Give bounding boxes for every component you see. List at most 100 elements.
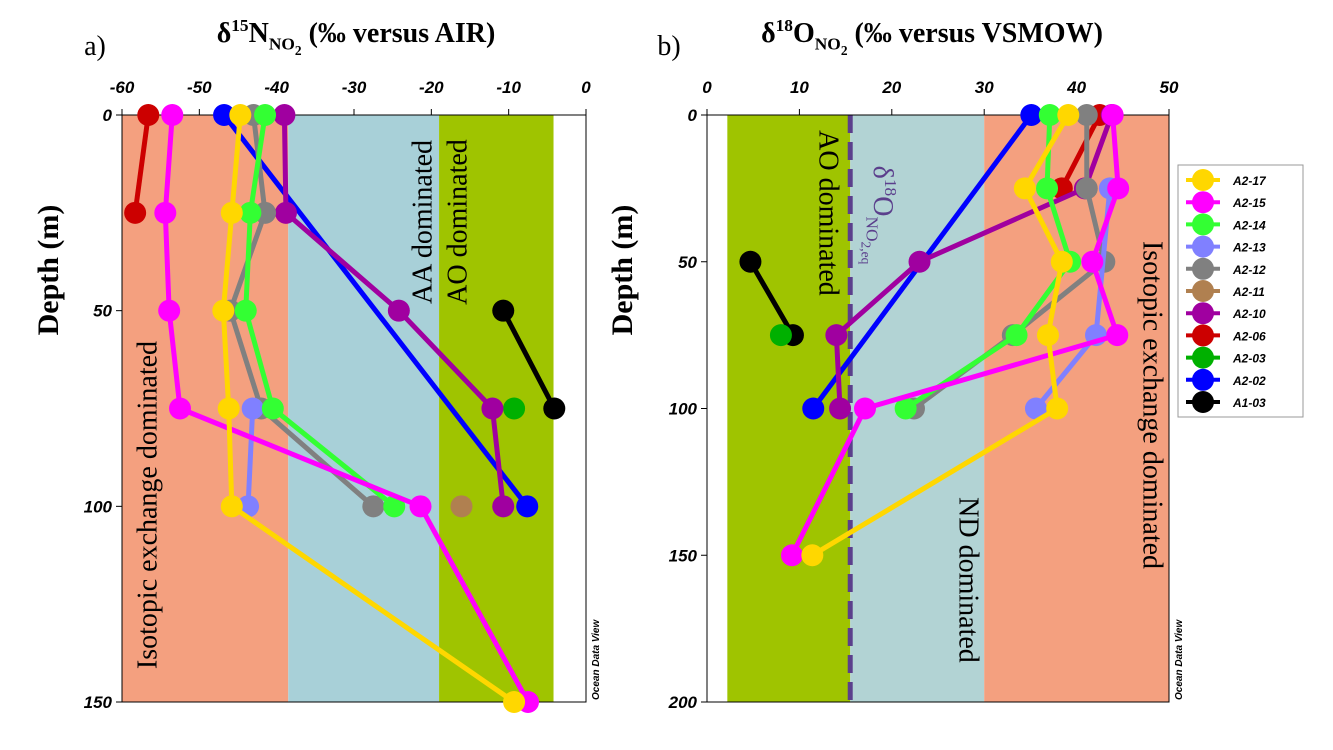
region-label: AA dominated xyxy=(407,140,438,304)
watermark: Ocean Data View xyxy=(1174,619,1185,700)
data-point xyxy=(908,250,931,273)
data-point xyxy=(229,104,252,126)
data-point xyxy=(387,299,410,322)
x-tick-label: -10 xyxy=(496,78,521,97)
x-tick-label: -20 xyxy=(419,78,444,97)
watermark: Ocean Data View xyxy=(591,619,602,700)
text-part: 2,eq xyxy=(858,242,873,265)
legend-label: A2-02 xyxy=(1232,374,1266,388)
data-point xyxy=(154,201,177,224)
text-part: NO xyxy=(815,35,841,54)
data-point xyxy=(492,495,515,518)
y-tick-label: 200 xyxy=(668,693,698,712)
data-point xyxy=(409,495,432,518)
legend-marker xyxy=(1192,346,1214,369)
data-point xyxy=(829,397,852,420)
data-point xyxy=(362,495,385,518)
legend-label: A1-03 xyxy=(1232,396,1266,410)
data-point xyxy=(234,299,257,322)
data-point xyxy=(781,544,804,567)
data-point xyxy=(1005,324,1028,347)
data-point xyxy=(825,324,848,347)
legend-label: A2-15 xyxy=(1232,196,1266,210)
legend-marker xyxy=(1192,324,1214,347)
text-part: 18 xyxy=(776,16,794,35)
x-tick-label: 20 xyxy=(881,78,901,97)
data-point xyxy=(492,299,515,322)
data-point xyxy=(894,397,917,420)
data-point xyxy=(739,250,762,273)
series-line xyxy=(748,260,796,337)
data-point xyxy=(383,495,406,518)
region-label: ND dominated xyxy=(953,497,984,663)
data-point xyxy=(1107,177,1130,200)
text-part: N xyxy=(249,18,269,49)
data-point xyxy=(1106,324,1129,347)
data-point xyxy=(503,691,526,713)
region-label: AO dominated xyxy=(813,130,844,296)
legend-marker xyxy=(1192,213,1214,236)
data-point xyxy=(124,201,147,224)
data-point xyxy=(769,324,792,347)
series-line xyxy=(132,114,151,214)
series-line xyxy=(162,114,531,704)
y-tick-label: 50 xyxy=(93,302,112,321)
series-line xyxy=(222,113,530,508)
region xyxy=(984,115,1169,702)
data-point xyxy=(1075,104,1098,126)
series-line xyxy=(245,408,256,507)
text-part: δ xyxy=(867,166,898,179)
text-part: (‰ versus AIR) xyxy=(302,18,496,49)
x-tick-label: -50 xyxy=(187,78,212,97)
data-point xyxy=(158,299,181,322)
panel-label: a) xyxy=(84,31,106,62)
data-point xyxy=(1038,104,1061,126)
text-part: 2 xyxy=(295,43,302,58)
data-point xyxy=(1013,177,1036,200)
legend-label: A2-03 xyxy=(1232,352,1266,366)
y-tick-label: 100 xyxy=(669,400,698,419)
legend-marker xyxy=(1192,368,1214,391)
data-point xyxy=(241,397,264,420)
chart-title: δ15NNO2 (‰ versus AIR) xyxy=(217,16,496,58)
data-point xyxy=(212,299,235,322)
legend-marker xyxy=(1192,302,1214,325)
data-point xyxy=(1020,104,1043,126)
text-part: NO xyxy=(863,216,882,241)
data-point xyxy=(854,397,877,420)
data-point xyxy=(220,201,243,224)
panel-label: b) xyxy=(657,31,680,62)
legend-marker xyxy=(1192,391,1214,413)
region xyxy=(288,115,440,702)
data-point xyxy=(1057,104,1080,126)
data-point xyxy=(220,495,243,518)
legend-marker xyxy=(1192,191,1214,214)
text-part: O xyxy=(793,18,815,49)
data-point xyxy=(261,397,284,420)
x-tick-label: -40 xyxy=(264,78,289,97)
x-tick-label: 30 xyxy=(975,78,994,97)
text-part: 15 xyxy=(231,16,249,35)
legend-label: A2-14 xyxy=(1232,218,1266,232)
chart-title: δ18ONO2 (‰ versus VSMOW) xyxy=(761,16,1103,58)
legend-marker xyxy=(1192,280,1214,302)
data-point xyxy=(274,201,297,224)
legend-label: A2-06 xyxy=(1232,329,1266,343)
data-point xyxy=(801,544,824,567)
series-line xyxy=(811,113,1071,558)
data-point xyxy=(1036,177,1059,200)
y-tick-label: 0 xyxy=(688,106,698,125)
legend-label: A2-11 xyxy=(1232,285,1265,299)
data-point xyxy=(802,397,825,420)
data-point xyxy=(169,397,191,420)
legend-label: A2-10 xyxy=(1232,307,1266,321)
text-part: NO xyxy=(269,35,295,54)
data-point xyxy=(1024,397,1047,420)
y-tick-label: 100 xyxy=(84,497,113,516)
legend-marker xyxy=(1192,257,1214,280)
series-line xyxy=(501,309,557,410)
data-point xyxy=(481,397,504,420)
x-tick-label: 40 xyxy=(1066,78,1086,97)
y-tick-label: 50 xyxy=(678,253,697,272)
